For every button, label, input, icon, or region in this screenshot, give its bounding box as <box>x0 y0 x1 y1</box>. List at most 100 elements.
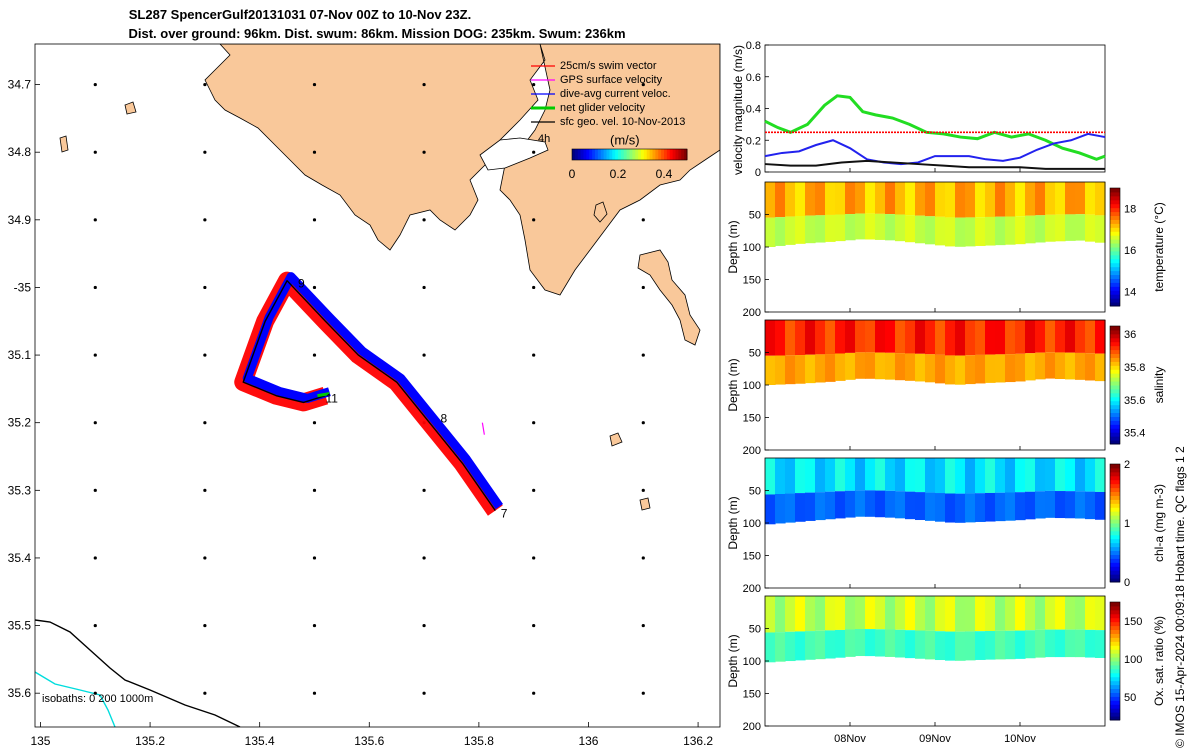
profile-colorbar-segment <box>1110 428 1120 433</box>
profile-colorbar-segment <box>1110 637 1120 642</box>
profile-cell <box>1025 596 1036 631</box>
profile-colorbar-segment <box>1110 692 1120 697</box>
geo-velocity-arrow <box>203 150 207 154</box>
profile-colorbar-segment <box>1110 247 1120 252</box>
depth-tick-label: 100 <box>743 656 761 668</box>
profile-cell <box>795 493 806 522</box>
profile-cell <box>1085 353 1096 381</box>
land-island-east <box>637 249 701 346</box>
speed-colorbar-tick: 0.4 <box>656 167 673 181</box>
profile-cell <box>885 214 896 241</box>
profile-cell <box>1005 182 1016 217</box>
profile-cell <box>1035 352 1046 380</box>
profile-cell <box>985 596 996 631</box>
profile-cell <box>995 354 1006 383</box>
profile-cell <box>935 354 946 384</box>
profile-colorbar-segment <box>1110 337 1120 343</box>
speed-colorbar-segment <box>577 149 582 160</box>
profile-colorbar-segment <box>1110 207 1120 213</box>
profile-colorbar-segment <box>1110 235 1120 240</box>
lat-tick-label: 34.7 <box>8 78 32 92</box>
profile-panel-salinity: 50 100 150 200 Depth (m) 35.4 35.6 35.8 36 salini… <box>726 319 1166 457</box>
lon-tick-label: 135 <box>30 734 50 748</box>
profile-cell <box>895 596 906 630</box>
profile-cell <box>1025 458 1036 492</box>
profile-colorbar-segment <box>1110 649 1120 654</box>
profile-cell <box>785 631 796 662</box>
profile-panel-chl-a: 50 100 150 200 Depth (m) 0 1 2 chl-a (mg m-3) <box>726 457 1166 595</box>
profile-cell <box>1065 596 1076 630</box>
profile-cell <box>795 596 806 632</box>
isobath-200m <box>35 619 241 727</box>
speed-colorbar-segment <box>612 149 616 160</box>
profile-cell <box>1015 182 1026 217</box>
time-tick-label: 10Nov <box>1004 733 1036 745</box>
profile-colorbar-segment <box>1110 523 1120 528</box>
land-island-small-2 <box>609 432 623 447</box>
profile-cell <box>865 182 876 214</box>
geo-velocity-arrow <box>93 556 97 560</box>
depth-axis-label: Depth (m) <box>726 220 740 273</box>
profile-cell <box>865 490 876 517</box>
profile-cell <box>765 596 776 633</box>
profile-cell <box>975 354 986 384</box>
profile-cell <box>845 458 856 491</box>
land-island-small-4 <box>59 135 69 153</box>
profile-colorbar-label: chl-a (mg m-3) <box>1152 484 1166 562</box>
profile-cell <box>1005 492 1016 521</box>
geo-velocity-arrow <box>203 556 207 560</box>
profile-cell <box>895 629 906 658</box>
profile-cell <box>975 182 986 218</box>
profile-cell <box>1005 458 1016 493</box>
profile-cell <box>815 354 826 383</box>
profile-cell <box>875 458 886 491</box>
profile-cell <box>1085 214 1096 242</box>
speed-colorbar-segment <box>684 149 688 160</box>
profile-cell <box>825 458 836 492</box>
profile-colorbar-segment <box>1110 326 1120 331</box>
speed-colorbar-segment <box>646 149 651 160</box>
geo-velocity-arrow <box>312 218 317 222</box>
velocity-y-tick-label: 0 <box>755 167 761 179</box>
speed-colorbar-segment <box>669 149 674 160</box>
speed-colorbar-segment <box>574 149 579 160</box>
profile-colorbar-segment <box>1110 499 1120 504</box>
day-label: 7 <box>501 506 508 520</box>
map-panel: 135 135.2 135.4 135.6 135.8 136 136.2 34.7 34.8… <box>8 43 721 748</box>
profile-panel-temperature: 50 100 150 200 Depth (m) 14 16 18 temperature (°… <box>726 181 1166 319</box>
map-lon-axis: 135 135.2 135.4 135.6 135.8 136 136.2 <box>30 722 713 748</box>
profile-colorbar-segment <box>1110 381 1120 386</box>
profile-colorbar-segment <box>1110 353 1120 358</box>
profile-cell <box>935 320 946 355</box>
profile-cell <box>855 596 866 630</box>
profile-cell <box>785 458 796 494</box>
profile-cell <box>895 353 906 381</box>
profile-cell <box>925 596 936 631</box>
depth-tick-label: 150 <box>743 689 761 701</box>
profile-cell <box>865 629 876 657</box>
profile-cell <box>835 491 846 519</box>
profile-cell <box>795 458 806 494</box>
profile-cell <box>1075 491 1086 519</box>
geo-velocity-arrow <box>312 421 317 425</box>
geo-velocity-arrow <box>312 285 317 290</box>
profile-cell <box>1095 215 1106 243</box>
profile-colorbar-segment <box>1110 215 1120 220</box>
profile-colorbar-segment <box>1110 361 1120 366</box>
profile-cell <box>1045 320 1056 353</box>
profile-cell <box>795 216 806 244</box>
profile-cell <box>1075 182 1086 215</box>
speed-colorbar-segment <box>623 149 628 160</box>
isobath-1000m <box>35 671 116 727</box>
profile-cell <box>955 217 966 247</box>
profile-cell <box>825 630 836 659</box>
profile-cell <box>1005 596 1016 631</box>
depth-tick-label: 50 <box>749 624 761 636</box>
profile-cell <box>865 213 876 240</box>
geo-velocity-arrow <box>203 691 207 695</box>
profile-cell <box>945 493 956 523</box>
map-lat-axis: 34.7 34.8 34.9 -35 35.1 35.2 35.3 35.4 35.5 35.6 <box>8 78 40 700</box>
profile-colorbar-segment <box>1110 704 1120 709</box>
